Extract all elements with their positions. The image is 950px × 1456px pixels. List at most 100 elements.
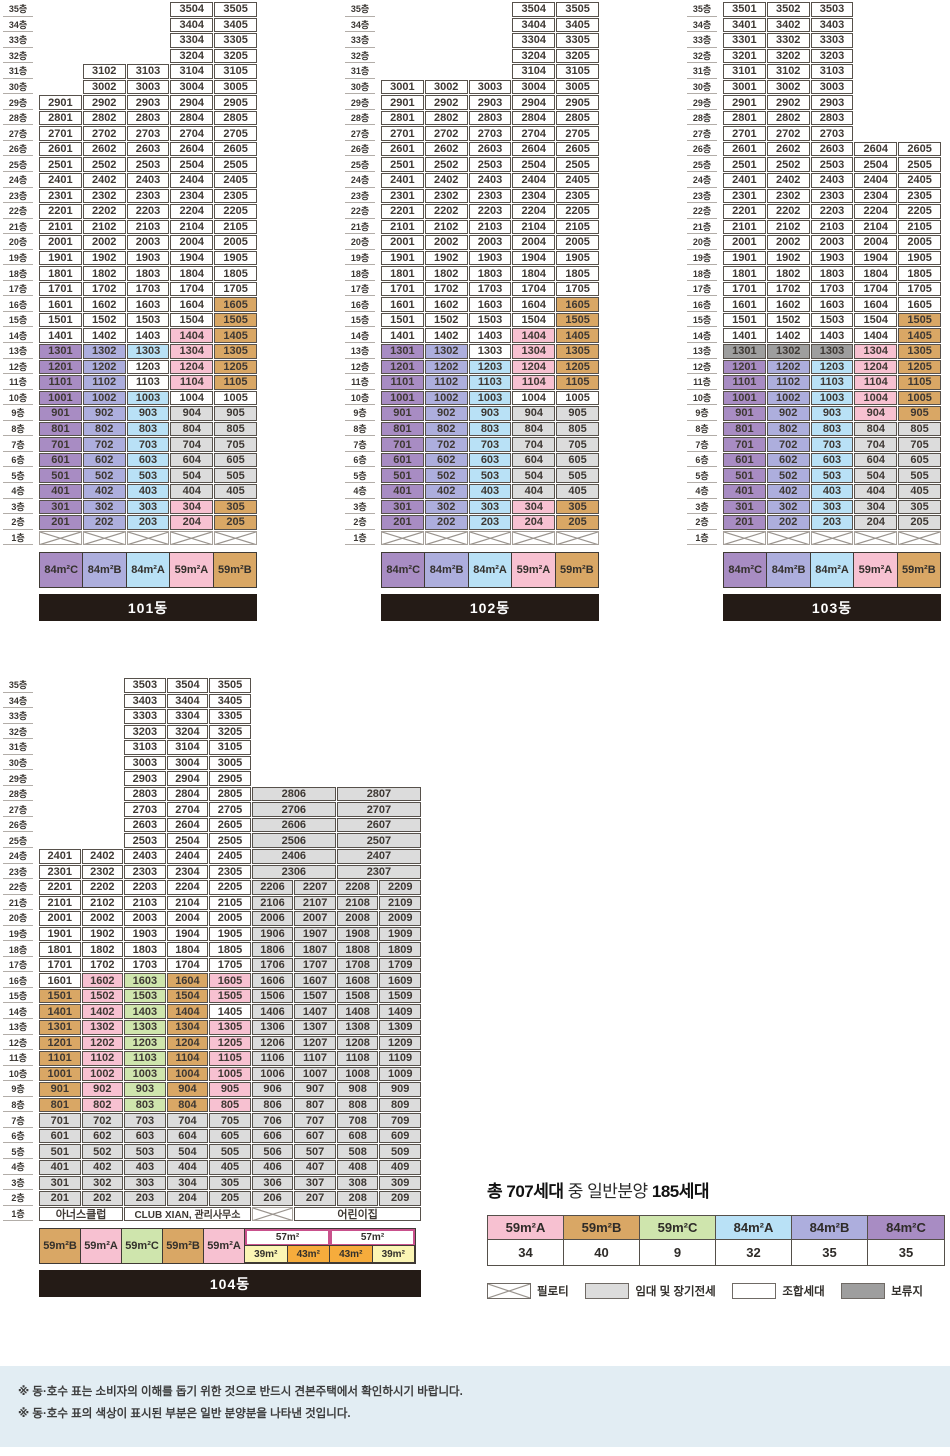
piloti-x-icon [426,532,467,545]
notice-line-2: ※ 동·호수 표의 색상이 표시된 부분은 일반 분양분을 나타낸 것입니다. [18,1408,351,1421]
unit-cell: 1007 [294,1066,336,1082]
floor-label: 23층 [687,189,717,204]
unit-cell: 2203 [468,204,512,219]
unit-cell: 703 [468,437,512,452]
building-101: 35층 34층 33층 32층 31층 30층 29층 28층 27층 26층 25층 24층 23층 2… [3,2,258,622]
unit-cell: 608 [336,1128,379,1144]
unit-cell: 2001 [723,235,766,250]
piloti-x-icon [812,532,853,545]
unit-cell: 705 [209,1113,251,1128]
unit-cell: 3404 [512,17,556,33]
floor-label: 19층 [345,251,375,266]
unit-cell: 2005 [556,235,599,250]
unit-cell: 602 [82,452,126,468]
unit-cell: 401 [381,483,424,499]
unit-cell: 1101 [39,1051,81,1066]
floor-label: 1층 [687,531,717,546]
unit-cell: 2702 [424,126,468,141]
unit-cell: 1004 [854,390,898,406]
unit-cell: 1904 [170,250,214,266]
unit-cell: 302 [81,1175,124,1191]
unit-cell: 1505 [898,312,941,328]
unit-cell: 3204 [512,48,556,64]
unit-cell: 1403 [124,1004,166,1020]
unit-cell: 1508 [336,988,379,1004]
floor-label: 33층 [3,709,33,724]
unit-cell: 1207 [294,1035,336,1051]
unit-cell: 3201 [723,48,766,64]
unit-cell: 504 [166,1144,209,1159]
unit-cell: 2303 [126,188,170,204]
unit-cell: 604 [512,452,556,468]
unit-cell: 2101 [39,219,82,235]
unit-cell: 1903 [810,250,854,266]
unit-cell: 1005 [898,390,941,406]
unit-cell: 1105 [556,375,599,390]
unit-cell: 1102 [766,375,810,390]
unit-cell: 3502 [766,2,810,17]
unit-cell: 2502 [82,157,126,173]
unit-cell: 1509 [379,988,421,1004]
unit-cell: 1805 [214,266,257,281]
unit-cell: 302 [766,499,810,515]
unit-cell: 1601 [381,297,424,312]
unit-cell: 3504 [166,678,209,693]
unit-cell: 1702 [424,281,468,297]
unit-cell: 1702 [82,281,126,297]
unit-cell: 2605 [898,141,941,157]
unit-cell: 아너스클럽 [39,1206,124,1222]
unit-cell: 1701 [39,957,81,973]
unit-cell: 204 [166,1191,209,1206]
unit-cell: 1103 [124,1051,166,1066]
unit-cell: 505 [209,1144,251,1159]
unit-cell: 3103 [126,64,170,79]
floor-label: 1층 [3,531,33,546]
floor-label: 32층 [345,49,375,64]
unit-cell: 1805 [209,942,251,957]
unit-cell: 1301 [723,344,766,359]
unit-cell: 2301 [381,188,424,204]
floor-label: 5층 [3,1144,33,1159]
floor-label-column: 35층 34층 33층 32층 31층 30층 29층 28층 27층 26층 25층 24층 23층 2… [3,678,33,1222]
unit-cell: 2604 [512,141,556,157]
unit-cell: 1701 [723,281,766,297]
unit-cell: 3303 [124,709,166,724]
unit-cell: 2605 [556,141,599,157]
unit-cell: 2201 [39,880,81,895]
unit-cell: CLUB XIAN, 관리사무소 [124,1206,251,1222]
unit-cell: 404 [854,483,898,499]
legend-swatch-84A: 84m²A [467,552,513,589]
status-legend-item-h: 보류지 [841,1283,923,1299]
unit-cell: 1603 [126,297,170,312]
unit-cell: 1101 [39,375,82,390]
unit-cell: 301 [39,499,82,515]
total-units-text: 총 707세대 [487,1182,564,1201]
unit-cell: 2702 [766,126,810,141]
unit-cell: 504 [170,468,214,483]
floor-label-column: 35층 34층 33층 32층 31층 30층 29층 28층 27층 26층 25층 24층 23층 2… [3,2,33,546]
unit-cell: 2904 [166,771,209,786]
floor-label: 7층 [3,1113,33,1128]
unit-cell: 1402 [82,328,126,344]
unit-cell: 2505 [214,157,257,173]
unit-cell: 1204 [166,1035,209,1051]
unit-cell: 201 [39,1191,81,1206]
type-legend-101: 84m²C 84m²B 84m²A 59m²A 59m²B [39,552,258,589]
floor-label: 17층 [687,282,717,297]
unit-cell: 808 [336,1097,379,1113]
unit-cell: 2502 [424,157,468,173]
unit-cell: 1402 [81,1004,124,1020]
floor-label: 35층 [687,2,717,17]
summary-panel: 총 707세대 중 일반분양 185세대 59m²A 59m²B 59m²C 84m²… [487,1177,945,1299]
unit-cell: 1302 [82,344,126,359]
unit-cell: 1504 [854,312,898,328]
unit-cell: 401 [39,483,82,499]
piloti-cell [898,530,941,546]
unit-cell: 804 [512,421,556,437]
legend-swatch-59B: 59m²B [162,1228,204,1265]
unit-cell: 3102 [82,64,126,79]
unit-cell: 2904 [512,95,556,110]
unit-cell: 1503 [124,988,166,1004]
unit-cell: 402 [82,483,126,499]
unit-grid-101: 3504 3505 3404 3405 3304 3305 3204 3205 3102 3103… [39,2,257,546]
